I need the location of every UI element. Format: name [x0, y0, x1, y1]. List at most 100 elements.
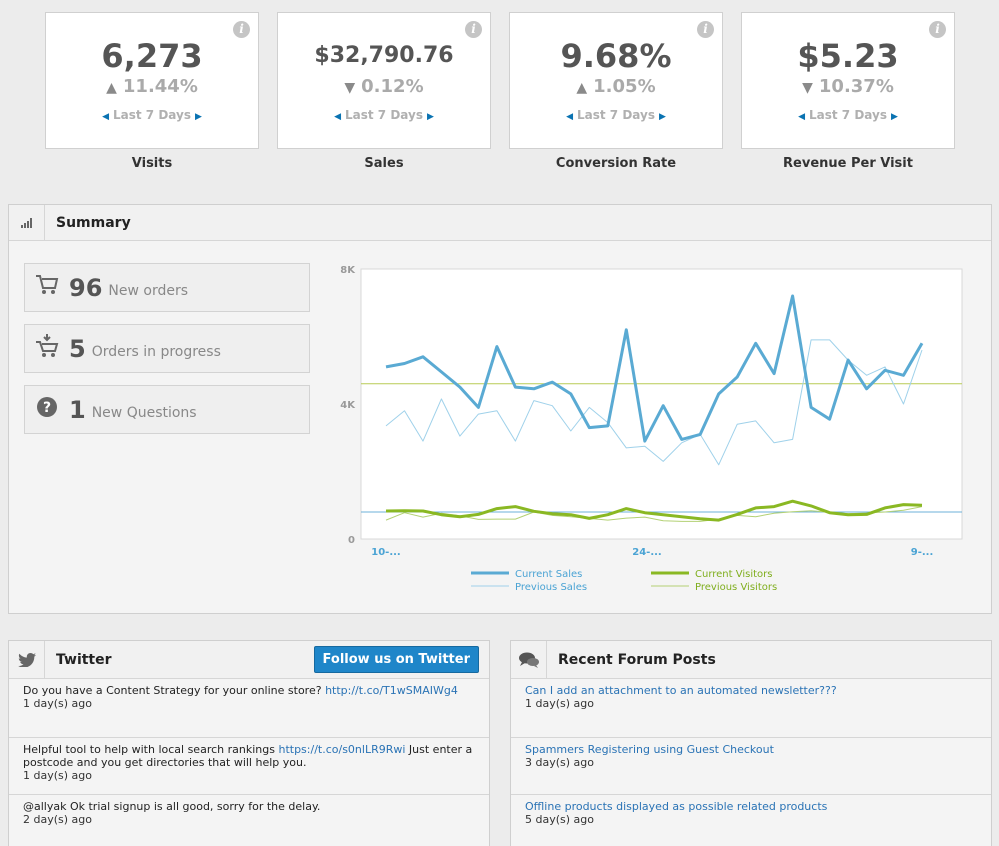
legend-label: Current Visitors	[695, 569, 773, 580]
kpi-revenue-per-visit: i $5.23 ▼ 10.37% ◀ Last 7 Days ▶ Revenue Pe…	[741, 12, 955, 171]
x-tick-label: 10-...	[371, 547, 400, 558]
kpi-value: 6,273	[101, 37, 203, 75]
summary-panel: Summary 96 New orders 5 Orders in progre…	[8, 204, 992, 614]
stat-text: Orders in progress	[91, 343, 221, 360]
sales-visitors-chart: 8K 4K 0 10-... 24-... 9-... Current Sales Previ…	[325, 261, 975, 609]
stat-number: 5	[69, 334, 86, 363]
forum-post-link[interactable]: Can I add an attachment to an automated …	[525, 684, 837, 697]
kpi-change: ▲ 1.05%	[510, 76, 722, 99]
kpi-conversion-rate: i 9.68% ▲ 1.05% ◀ Last 7 Days ▶ Conversion …	[509, 12, 723, 171]
kpi-value: $32,790.76	[314, 43, 454, 68]
cart-icon	[25, 274, 69, 302]
forum-post-time: 5 day(s) ago	[525, 813, 594, 826]
period-selector: ◀ Last 7 Days ▶	[742, 108, 954, 122]
tweet-text: Do you have a Content Strategy for your …	[23, 684, 326, 697]
tweet-item: Do you have a Content Strategy for your …	[9, 679, 489, 738]
kpi-card: i $32,790.76 ▼ 0.12% ◀ Last 7 Days ▶	[277, 12, 491, 149]
next-period-icon[interactable]: ▶	[194, 112, 202, 122]
next-period-icon[interactable]: ▶	[658, 112, 666, 122]
forum-post-item: Offline products displayed as possible r…	[511, 795, 991, 846]
series-line	[385, 294, 924, 443]
arrow-down-icon: ▼	[802, 80, 813, 96]
kpi-card: i $5.23 ▼ 10.37% ◀ Last 7 Days ▶	[741, 12, 955, 149]
prev-period-icon[interactable]: ◀	[798, 112, 805, 122]
period-label: Last 7 Days	[113, 108, 191, 122]
prev-period-icon[interactable]: ◀	[566, 112, 573, 122]
series-line	[385, 339, 923, 466]
period-selector: ◀ Last 7 Days ▶	[278, 108, 490, 122]
stat-text: New orders	[108, 282, 189, 299]
legend-label: Previous Sales	[515, 582, 587, 593]
panel-title: Twitter	[56, 651, 112, 668]
forum-post-link[interactable]: Offline products displayed as possible r…	[525, 800, 828, 813]
panel-title: Recent Forum Posts	[558, 651, 716, 668]
tweet-text: @allyak Ok trial signup is all good, sor…	[23, 800, 321, 813]
arrow-down-icon: ▼	[344, 80, 356, 96]
stat-new-orders[interactable]: 96 New orders	[24, 263, 310, 312]
prev-period-icon[interactable]: ◀	[334, 112, 341, 122]
next-period-icon[interactable]: ▶	[426, 112, 434, 122]
svg-text:?: ?	[43, 400, 51, 416]
kpi-change: ▲ 11.44%	[46, 76, 258, 99]
forum-panel: Recent Forum Posts Can I add an attachme…	[510, 640, 992, 846]
panel-header: Recent Forum Posts	[511, 641, 991, 679]
kpi-card: i 9.68% ▲ 1.05% ◀ Last 7 Days ▶	[509, 12, 723, 149]
kpi-card: i 6,273 ▲ 11.44% ◀ Last 7 Days ▶	[45, 12, 259, 149]
forum-post-item: Spammers Registering using Guest Checkou…	[511, 738, 991, 795]
tweet-text: Helpful tool to help with local search r…	[23, 743, 279, 756]
cart-progress-icon	[25, 333, 69, 364]
panel-header: Twitter Follow us on Twitter	[9, 641, 489, 679]
info-icon[interactable]: i	[929, 21, 946, 38]
stat-new-questions[interactable]: ? 1 New Questions	[24, 385, 310, 434]
follow-twitter-button[interactable]: Follow us on Twitter	[313, 646, 479, 673]
prev-period-icon[interactable]: ◀	[102, 112, 109, 122]
tweet-link[interactable]: https://t.co/s0nlLR9Rwi	[278, 743, 406, 756]
kpi-label: Conversion Rate	[555, 156, 677, 171]
info-icon[interactable]: i	[233, 21, 250, 38]
panel-header: Summary	[9, 205, 991, 241]
forum-post-item: Can I add an attachment to an automated …	[511, 679, 991, 738]
kpi-sales: i $32,790.76 ▼ 0.12% ◀ Last 7 Days ▶ Sales	[277, 12, 491, 171]
y-tick-label: 4K	[340, 400, 356, 411]
tweet-item: @allyak Ok trial signup is all good, sor…	[9, 795, 489, 846]
kpi-label: Sales	[364, 156, 404, 171]
arrow-up-icon: ▲	[106, 80, 117, 96]
series-line	[385, 499, 923, 522]
period-label: Last 7 Days	[809, 108, 887, 122]
legend-label: Previous Visitors	[695, 582, 777, 593]
stat-orders-in-progress[interactable]: 5 Orders in progress	[24, 324, 310, 373]
chart-svg: 8K 4K 0 10-... 24-... 9-... Current Sales Previ…	[340, 265, 963, 593]
info-icon[interactable]: i	[697, 21, 714, 38]
stat-text: New Questions	[91, 404, 197, 421]
tweet-text-rest: Just enter a postcode and you get direct…	[23, 743, 473, 769]
forum-post-link[interactable]: Spammers Registering using Guest Checkou…	[525, 743, 774, 756]
kpi-change-value: 11.44%	[122, 76, 198, 97]
y-tick-label: 8K	[340, 265, 356, 276]
stat-number: 1	[69, 395, 86, 424]
y-tick-label: 0	[348, 535, 355, 546]
period-selector: ◀ Last 7 Days ▶	[46, 108, 258, 122]
period-selector: ◀ Last 7 Days ▶	[510, 108, 722, 122]
kpi-value: $5.23	[797, 37, 899, 75]
kpi-change-value: 1.05%	[593, 76, 656, 97]
chat-bubbles-icon	[511, 641, 547, 678]
tweet-time: 2 day(s) ago	[23, 813, 92, 826]
kpi-change: ▼ 10.37%	[742, 76, 954, 99]
x-tick-label: 24-...	[632, 547, 661, 558]
stat-number: 96	[69, 273, 103, 302]
period-label: Last 7 Days	[345, 108, 423, 122]
info-icon[interactable]: i	[465, 21, 482, 38]
kpi-visits: i 6,273 ▲ 11.44% ◀ Last 7 Days ▶ Visits	[45, 12, 259, 171]
tweet-time: 1 day(s) ago	[23, 769, 92, 782]
forum-post-time: 1 day(s) ago	[525, 697, 594, 710]
kpi-change-value: 0.12%	[361, 76, 424, 97]
tweet-link[interactable]: http://t.co/T1wSMAIWg4	[325, 684, 458, 697]
plot-area	[360, 268, 963, 540]
next-period-icon[interactable]: ▶	[890, 112, 898, 122]
kpi-label: Visits	[131, 156, 173, 171]
bar-chart-icon	[9, 205, 45, 240]
legend-label: Current Sales	[515, 569, 582, 580]
kpi-value: 9.68%	[560, 37, 672, 75]
arrow-up-icon: ▲	[576, 80, 588, 96]
kpi-change-value: 10.37%	[818, 76, 894, 97]
